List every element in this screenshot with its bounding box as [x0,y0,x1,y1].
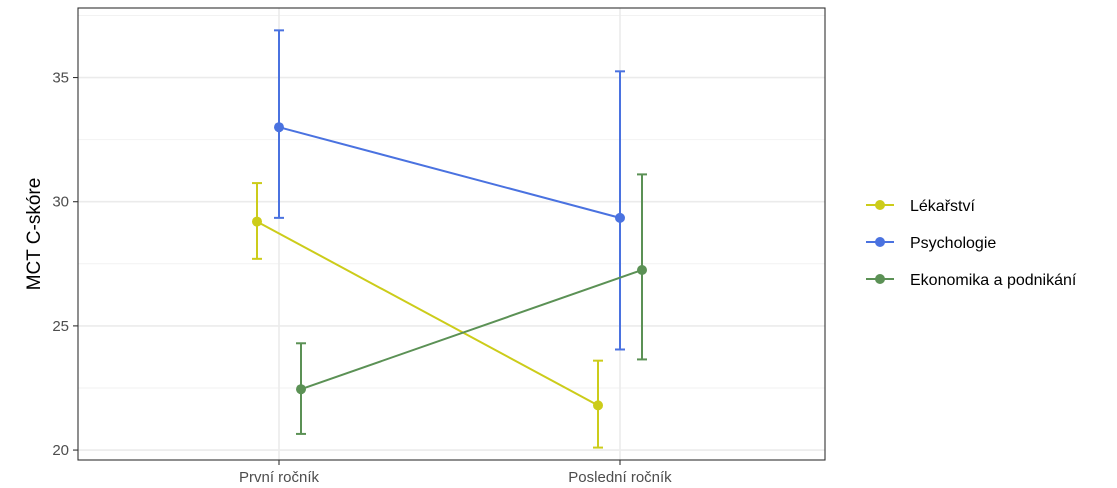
x-tick-label: První ročník [239,469,320,486]
series-1 [274,29,625,351]
y-tick-label: 25 [52,318,69,335]
legend-item: Psychologie [866,235,996,252]
y-tick-label: 20 [52,442,69,459]
data-point [296,384,306,395]
data-point [593,400,603,411]
series-line [300,269,643,391]
y-axis: 20 25 30 35 [52,70,78,459]
y-tick-label: 35 [52,70,69,87]
panel-border [77,7,826,461]
minor-gridlines [78,14,825,389]
legend-key-point [875,274,885,284]
y-tick-label: 30 [52,194,69,211]
data-point [274,122,284,133]
series-line [256,220,599,407]
legend-item: Lékařství [866,198,975,215]
series-2 [296,173,647,435]
data-point [615,212,625,223]
legend-key-point [875,237,885,247]
legend-key-point [875,200,885,210]
y-axis-title: MCT C-skóre [24,178,45,291]
series-line [278,126,621,219]
legend-label: Ekonomika a podnikání [910,272,1077,289]
x-axis: První ročník Poslední ročník [239,460,672,486]
series-0 [252,182,603,449]
legend-item: Ekonomika a podnikání [866,272,1077,289]
x-tick-label: Poslední ročník [568,469,672,486]
series-layer [252,29,647,449]
legend-label: Lékařství [910,198,975,215]
data-point [637,265,647,276]
legend-label: Psychologie [910,235,996,252]
legend: Lékařství Psychologie Ekonomika a podnikán… [866,198,1077,289]
data-point [252,216,262,227]
